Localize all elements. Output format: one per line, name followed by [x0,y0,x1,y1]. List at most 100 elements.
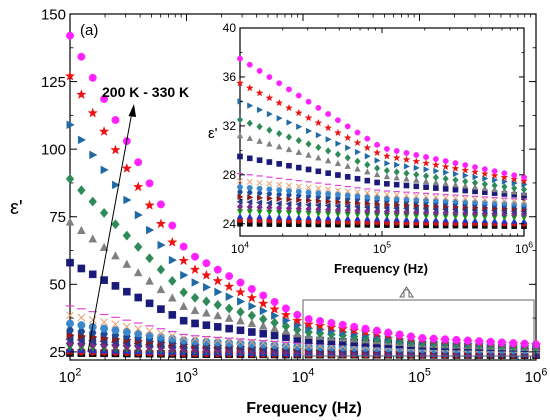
data-point [99,242,109,251]
x-tick-label: 103 [175,366,198,386]
inset-series-10 [237,177,527,205]
data-point [256,122,263,131]
data-point [295,164,302,171]
data-point [266,110,273,118]
data-point [511,198,518,205]
data-point [247,194,254,201]
data-point [237,189,243,195]
zoom-region [302,286,535,357]
data-point [258,314,268,325]
data-point [280,309,292,320]
data-point [305,166,312,173]
data-point [266,159,273,165]
main-labels: (a) Frequency (Hz) ε' 200 K - 330 K [10,22,362,417]
inset-series-13 [236,132,528,196]
data-point [443,169,450,176]
data-point [521,198,527,205]
data-point [246,61,253,68]
data-point [266,195,273,202]
data-point [88,315,97,324]
data-point [463,336,472,345]
data-point [481,180,488,188]
data-point [395,330,404,339]
data-point [256,137,263,144]
data-point [393,205,400,212]
data-point [275,98,284,107]
data-point [461,166,470,174]
data-point [393,181,400,188]
data-point [492,176,499,184]
data-point [236,326,245,335]
data-point [145,179,154,188]
y-tick-label: 125 [41,74,66,91]
data-point [315,197,322,205]
data-point [111,320,120,329]
data-point [144,199,155,210]
data-point [491,181,498,190]
data-point [423,184,429,190]
data-point [256,190,263,196]
data-point [520,185,528,194]
data-point [259,329,268,338]
data-point [247,340,256,348]
data-point [156,329,165,338]
y-tick-label: 75 [49,209,66,226]
data-point [225,292,234,301]
data-point [335,140,342,147]
data-point [335,172,341,178]
data-point [286,187,292,194]
data-point [225,324,233,333]
data-point [236,339,245,348]
data-point [354,193,361,200]
data-point [383,173,391,180]
inset-series-16 [236,78,528,185]
data-point [191,337,200,346]
data-point [305,140,312,148]
data-point [265,199,272,207]
data-point [501,197,508,204]
data-point [315,104,322,111]
data-point [285,200,292,208]
data-point [111,282,120,290]
data-point [422,159,430,167]
data-point [266,126,273,134]
data-point [363,204,370,211]
data-point [532,340,540,349]
data-point [315,168,322,175]
data-point [441,162,450,171]
x-tick-label: 104 [292,366,315,386]
data-point [100,324,109,333]
data-point [452,170,459,178]
data-point [213,299,222,310]
data-point [98,126,110,136]
data-point [223,281,235,292]
inset-series-14 [236,116,528,194]
data-point [334,159,342,167]
data-point [237,193,244,201]
data-point [212,275,223,286]
data-point [123,195,132,205]
data-point [520,176,528,185]
data-point [354,157,361,165]
data-point [511,172,518,179]
data-point [236,212,244,219]
data-point [236,116,244,124]
data-point [491,197,498,204]
data-point [276,161,282,167]
data-point [344,192,351,199]
data-point [364,177,371,184]
data-point [281,341,290,350]
data-point [286,162,292,169]
data-point [442,175,449,183]
data-point [100,318,109,327]
data-point [191,252,200,261]
x-tick-label: 105 [408,366,431,386]
x-tick-label: 106 [515,240,533,256]
x-tick-label: 102 [59,366,82,386]
data-point [403,196,410,203]
data-point [326,321,337,332]
data-point [480,169,489,178]
data-point [122,230,132,241]
data-point [225,338,234,347]
y-tick-label: 150 [41,6,66,23]
